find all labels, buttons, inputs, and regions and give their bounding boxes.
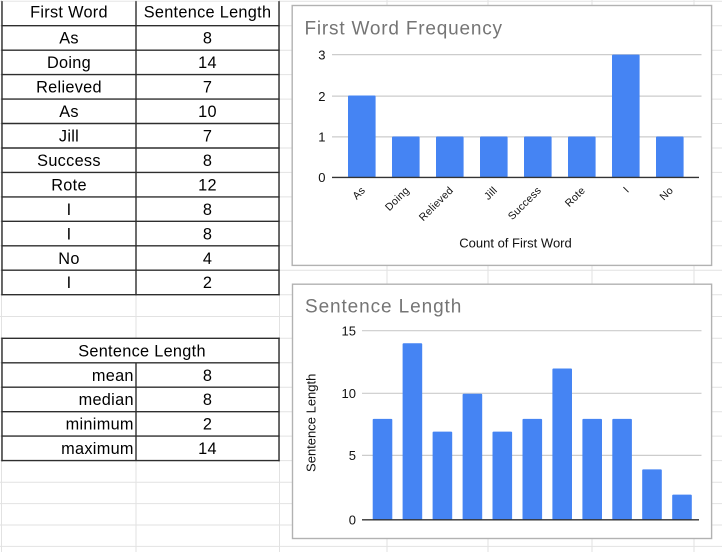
svg-text:First Word Frequency: First Word Frequency [305,19,503,40]
svg-text:No: No [58,250,79,268]
svg-text:7: 7 [203,79,212,97]
svg-text:Count of First Word: Count of First Word [459,235,571,250]
svg-text:12: 12 [198,176,217,194]
svg-text:7: 7 [203,128,212,146]
svg-text:Sentence Length: Sentence Length [304,374,319,472]
svg-text:median: median [79,391,134,409]
svg-text:10: 10 [198,103,217,121]
svg-text:I: I [67,225,72,243]
svg-text:8: 8 [203,30,212,48]
svg-text:8: 8 [203,391,212,409]
svg-text:4: 4 [203,250,212,268]
svg-text:8: 8 [203,201,212,219]
svg-text:8: 8 [203,225,212,243]
svg-text:I: I [621,185,632,196]
svg-text:14: 14 [198,440,217,458]
svg-text:maximum: maximum [61,440,134,458]
svg-text:minimum: minimum [66,416,134,434]
svg-text:10: 10 [342,386,356,401]
svg-text:Sentence Length: Sentence Length [144,3,272,21]
svg-text:15: 15 [342,323,356,338]
svg-text:2: 2 [203,274,212,292]
svg-text:1: 1 [318,130,325,145]
svg-text:As: As [59,30,79,48]
svg-text:Rote: Rote [51,176,87,194]
svg-text:mean: mean [92,367,134,385]
svg-text:Doing: Doing [47,54,91,72]
svg-text:Sentence Length: Sentence Length [78,342,206,360]
svg-text:3: 3 [318,47,325,62]
svg-text:Success: Success [37,152,101,170]
svg-text:0: 0 [349,513,356,528]
svg-text:I: I [67,201,72,219]
svg-text:8: 8 [203,152,212,170]
svg-text:First Word: First Word [30,3,108,21]
svg-text:Jill: Jill [59,128,79,146]
svg-text:Sentence Length: Sentence Length [305,297,462,318]
svg-text:5: 5 [349,448,356,463]
svg-text:2: 2 [318,89,325,104]
svg-text:2: 2 [203,416,212,434]
svg-text:0: 0 [318,170,325,185]
svg-text:I: I [67,274,72,292]
svg-text:8: 8 [203,367,212,385]
svg-text:Relieved: Relieved [36,79,102,97]
svg-text:As: As [59,103,79,121]
svg-text:14: 14 [198,54,217,72]
